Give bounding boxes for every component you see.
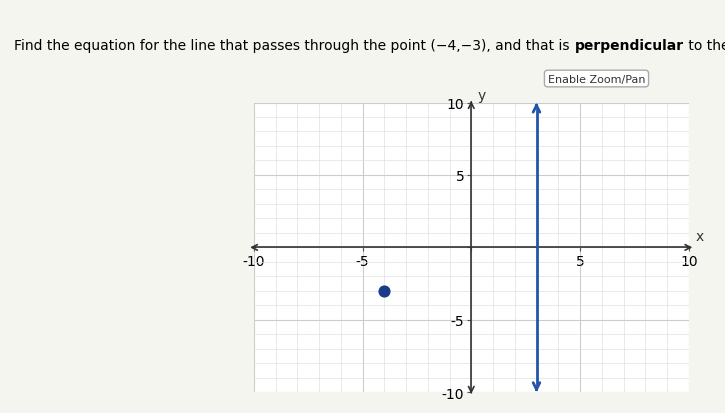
Text: Enable Zoom/Pan: Enable Zoom/Pan bbox=[548, 74, 645, 84]
Point bbox=[378, 288, 390, 294]
Text: perpendicular: perpendicular bbox=[574, 38, 684, 52]
Text: Find the equation for the line that passes through the point (−4,−3), and that i: Find the equation for the line that pass… bbox=[14, 38, 574, 52]
Text: to the line with the equation: to the line with the equation bbox=[684, 38, 725, 52]
Text: x: x bbox=[695, 230, 704, 244]
Text: y: y bbox=[478, 89, 486, 103]
